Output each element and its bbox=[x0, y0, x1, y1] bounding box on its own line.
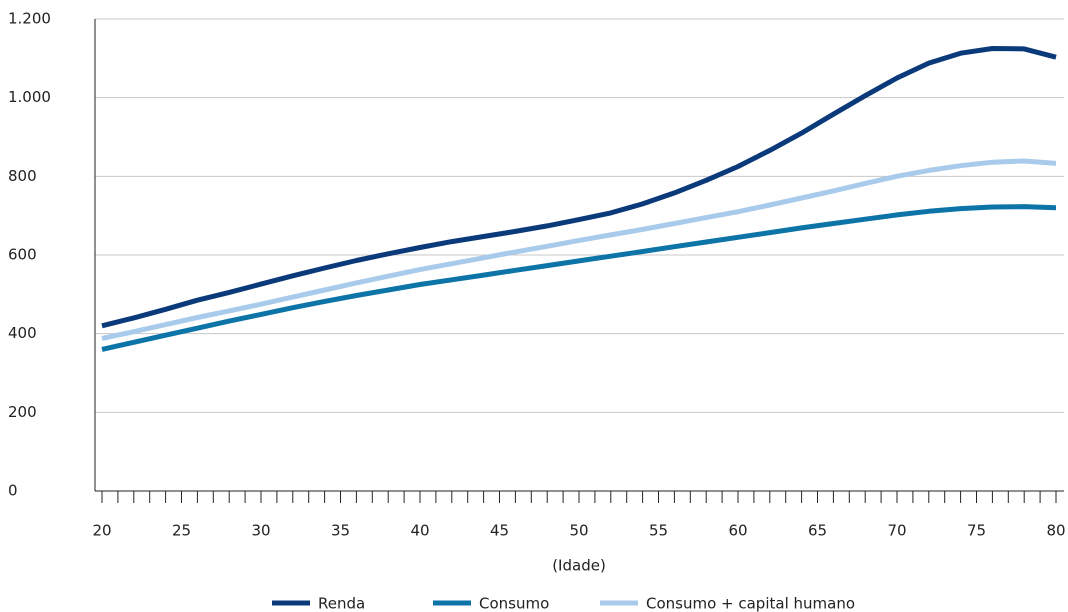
y-tick-label: 400 bbox=[8, 324, 37, 342]
x-tick-label: 70 bbox=[887, 522, 906, 540]
y-tick-label: 1.200 bbox=[8, 10, 51, 28]
x-tick-label: 65 bbox=[808, 522, 827, 540]
x-tick-label: 20 bbox=[92, 522, 111, 540]
series-line bbox=[101, 204, 1057, 352]
x-tick-label: 40 bbox=[410, 522, 429, 540]
x-tick-label: 30 bbox=[251, 522, 270, 540]
series-line bbox=[101, 158, 1057, 341]
x-tick-label: 80 bbox=[1046, 522, 1065, 540]
x-tick-label: 35 bbox=[331, 522, 350, 540]
y-tick-label: 1.000 bbox=[8, 88, 51, 106]
y-tick-label: 200 bbox=[8, 403, 37, 421]
series-line bbox=[101, 46, 1057, 329]
y-tick-label: 800 bbox=[8, 167, 37, 185]
x-axis-label: (Idade) bbox=[552, 557, 606, 575]
y-tick-label: 0 bbox=[8, 482, 18, 500]
x-tick-label: 75 bbox=[967, 522, 986, 540]
y-tick-label: 600 bbox=[8, 246, 37, 264]
x-tick-label: 25 bbox=[172, 522, 191, 540]
x-tick-label: 55 bbox=[649, 522, 668, 540]
x-tick-label: 50 bbox=[569, 522, 588, 540]
legend-label: Renda bbox=[318, 595, 365, 612]
x-tick-label: 45 bbox=[490, 522, 509, 540]
legend-label: Consumo bbox=[479, 595, 549, 612]
legend-label: Consumo + capital humano bbox=[646, 595, 855, 612]
x-tick-label: 60 bbox=[728, 522, 747, 540]
